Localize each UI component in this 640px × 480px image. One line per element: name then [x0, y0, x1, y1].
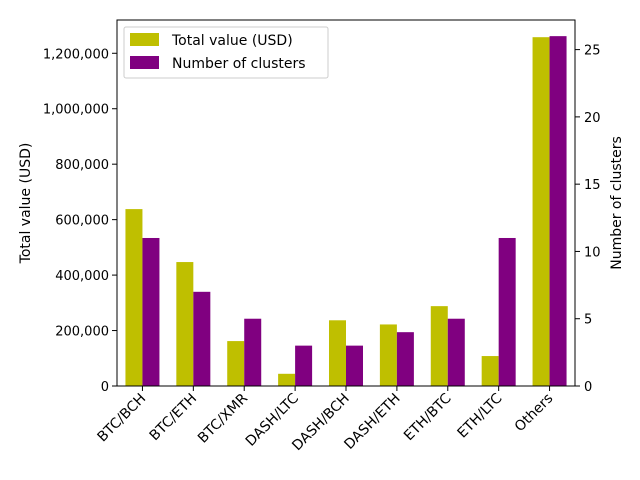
y-axis-label-left: Total value (USD) [18, 143, 34, 265]
bar-clusters-eth-ltc [498, 237, 516, 386]
left-tick-label: 1,200,000 [43, 47, 109, 62]
y-axis-label-right: Number of clusters [609, 136, 625, 270]
bar-clusters-dash-ltc [295, 345, 313, 386]
legend-label-total-value: Total value (USD) [171, 33, 293, 49]
bar-total-value-dash-eth [379, 324, 397, 386]
bar-total-value-dash-ltc [278, 373, 296, 386]
x-tick-label-btc-eth: BTC/ETH [147, 391, 201, 445]
bar-total-value-eth-ltc [481, 356, 499, 386]
bar-clusters-dash-bch [346, 345, 363, 386]
bar-clusters-btc-eth [193, 291, 211, 386]
total-value-bars [125, 37, 550, 386]
right-axis-ticks: 0 5 10 15 20 25 [575, 44, 601, 395]
left-tick-label: 200,000 [55, 325, 109, 340]
x-tick-label-others: Others [512, 391, 557, 436]
bar-total-value-btc-eth [176, 262, 194, 386]
x-tick-label-eth-ltc: ETH/LTC [455, 390, 506, 441]
legend-swatch-number-of-clusters [130, 56, 159, 69]
legend-swatch-total-value [130, 33, 159, 46]
bar-clusters-btc-xmr [244, 318, 262, 386]
legend-frame [123, 26, 329, 79]
bar-clusters-eth-btc [447, 318, 465, 386]
bar-total-value-btc-bch [125, 209, 143, 386]
bar-total-value-eth-btc [430, 306, 448, 386]
right-tick-label: 15 [584, 178, 601, 193]
x-tick-label-eth-btc: ETH/BTC [401, 390, 455, 444]
bar-clusters-dash-eth [396, 332, 414, 386]
left-tick-label: 400,000 [55, 269, 109, 284]
left-tick-label: 800,000 [55, 158, 109, 173]
legend-label-number-of-clusters: Number of clusters [172, 56, 306, 72]
right-tick-label: 20 [584, 111, 601, 126]
legend: Total value (USD) Number of clusters [123, 26, 329, 79]
bar-clusters-btc-bch [142, 237, 160, 386]
left-tick-label: 1,000,000 [43, 103, 109, 118]
right-tick-label: 5 [584, 313, 592, 328]
x-axis-ticks: BTC/BCHBTC/ETHBTC/XMRDASH/LTCDASH/BCHDAS… [94, 386, 556, 454]
x-tick-label-btc-bch: BTC/BCH [94, 391, 149, 446]
bar-total-value-btc-xmr [227, 341, 245, 386]
bar-total-value-others [532, 37, 550, 386]
right-tick-label: 25 [584, 44, 601, 59]
right-tick-label: 10 [584, 245, 601, 260]
left-tick-label: 600,000 [55, 214, 109, 229]
cluster-count-bars [142, 36, 567, 386]
bar-total-value-dash-bch [329, 320, 346, 386]
bar-clusters-others [549, 36, 567, 386]
left-tick-label: 0 [101, 380, 109, 395]
right-tick-label: 0 [584, 380, 592, 395]
left-axis-ticks: 0 200,000 400,000 600,000 800,000 1,000,000 1,… [43, 47, 117, 395]
